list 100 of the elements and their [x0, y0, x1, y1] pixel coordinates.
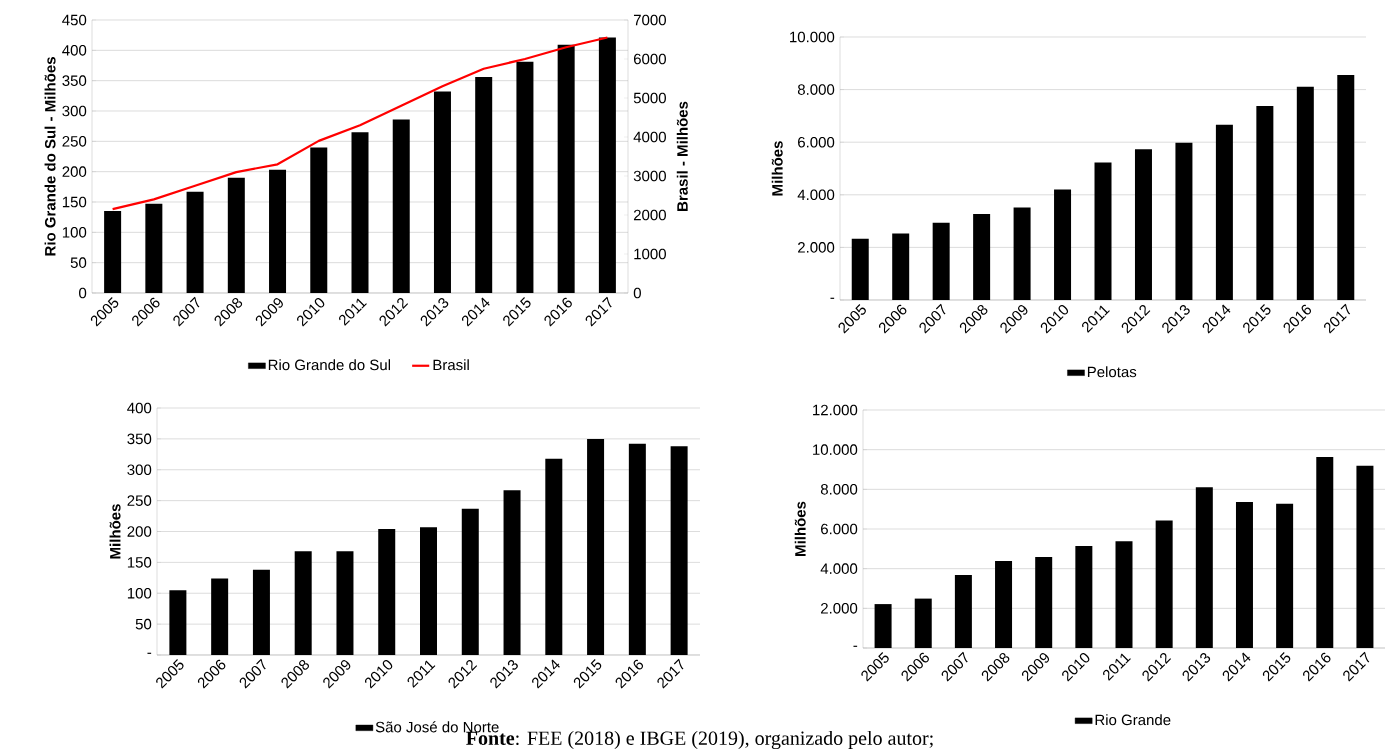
y2-tick-label: 1000: [634, 248, 666, 260]
bar: [1337, 75, 1355, 300]
bar: [851, 238, 869, 300]
y-axis-title: Milhões: [771, 141, 783, 196]
bar: [310, 147, 328, 293]
bar: [1256, 106, 1274, 300]
bar: [475, 77, 493, 293]
legend-label: Brasil: [433, 359, 469, 371]
bar: [1155, 520, 1173, 648]
y-tick-label: 4.000: [797, 189, 835, 201]
bar: [1035, 557, 1053, 648]
bar: [1215, 124, 1233, 300]
y-tick-label: 200: [62, 166, 87, 177]
bar: [995, 560, 1013, 648]
bar: [587, 438, 605, 655]
bar: [598, 37, 616, 293]
bar: [1094, 162, 1112, 300]
bar: [252, 569, 270, 655]
y-tick-label: 300: [127, 464, 152, 476]
y-axis-title: Milhões: [109, 504, 121, 559]
y-tick-label: 350: [127, 433, 152, 445]
bar: [503, 490, 521, 655]
bar: [1175, 142, 1193, 300]
line-series: [111, 36, 609, 211]
legend-label: Rio Grande do Sul: [268, 359, 391, 371]
bar: [211, 578, 229, 655]
y-tick-label: 2.000: [798, 242, 835, 253]
legend-label: São José do Norte: [375, 721, 499, 733]
bar: [269, 169, 287, 293]
bar: [145, 203, 163, 293]
bar: [628, 443, 646, 655]
bar: [1316, 457, 1334, 648]
bar: [1134, 149, 1152, 300]
y2-tick-label: 7000: [633, 14, 666, 26]
y2-tick-label: 4000: [633, 131, 666, 143]
y-tick-label: 100: [62, 227, 87, 238]
y-tick-label: 400: [62, 45, 87, 56]
y-tick-label: 8.000: [820, 484, 858, 495]
y2-tick-label: 5000: [633, 92, 666, 104]
bar: [1013, 207, 1031, 300]
bar: [336, 551, 354, 655]
y-tick-label: 0: [79, 287, 87, 299]
y2-tick-label: 6000: [633, 53, 666, 65]
y-tick-label: 450: [62, 14, 87, 26]
y-tick-label: -: [853, 645, 858, 647]
bar: [378, 529, 396, 655]
y-axis-title: Milhões: [794, 501, 806, 556]
bar: [351, 132, 369, 293]
bar: [516, 61, 534, 293]
y-tick-label: -: [830, 297, 835, 299]
y-tick-label: 250: [127, 495, 152, 506]
bar: [1235, 502, 1253, 648]
bar: [932, 222, 950, 300]
y-tick-label: 10.000: [813, 444, 858, 455]
y-tick-label: 8.000: [797, 84, 835, 95]
y-tick-label: 350: [62, 75, 87, 86]
bar: [433, 91, 451, 293]
bar: [954, 575, 972, 648]
bar: [914, 598, 932, 648]
bar: [186, 191, 204, 293]
y-axis-title: Rio Grande do Sul - Milhões: [44, 57, 56, 256]
y-tick-label: 4.000: [820, 563, 858, 574]
y2-tick-label: 0: [633, 287, 641, 299]
bar: [392, 119, 410, 293]
bar: [104, 211, 122, 293]
bar: [169, 590, 187, 655]
y-tick-label: 300: [62, 105, 87, 117]
bar: [1296, 86, 1314, 300]
y-tick-label: -: [147, 652, 152, 654]
y-tick-label: 12.000: [813, 404, 858, 416]
text: Fonte: FEE (2018) e IBGE (2019), organizado pelo autor;: [466, 730, 933, 750]
y-tick-label: 100: [127, 587, 152, 599]
bar: [1195, 487, 1213, 648]
bar: [1075, 546, 1093, 648]
y-tick-label: 150: [62, 196, 87, 208]
y2-tick-label: 2000: [633, 209, 666, 221]
bar: [420, 527, 437, 655]
bar: [670, 446, 688, 655]
bar: [1356, 465, 1374, 648]
bar: [892, 233, 910, 300]
legend-label: Rio Grande: [1095, 714, 1171, 726]
bar: [973, 213, 991, 300]
y-tick-label: 200: [127, 526, 152, 537]
bar: [1276, 503, 1294, 648]
y-tick-label: 400: [127, 402, 152, 414]
bar: [461, 508, 479, 655]
y-tick-label: 6.000: [798, 136, 835, 148]
bar: [294, 551, 312, 655]
y-tick-label: 150: [127, 557, 152, 568]
bar: [227, 177, 245, 293]
y-tick-label: 250: [62, 136, 87, 147]
y-tick-label: 50: [70, 257, 87, 268]
y2-axis-title: Brasil - Milhões: [676, 101, 688, 211]
bar: [874, 604, 892, 648]
y-tick-label: 50: [135, 618, 152, 630]
y2-tick-label: 3000: [633, 170, 666, 182]
bar: [557, 44, 575, 293]
legend-label: Pelotas: [1087, 366, 1137, 378]
y-tick-label: 6.000: [821, 523, 858, 535]
y-tick-label: 2.000: [821, 603, 858, 614]
